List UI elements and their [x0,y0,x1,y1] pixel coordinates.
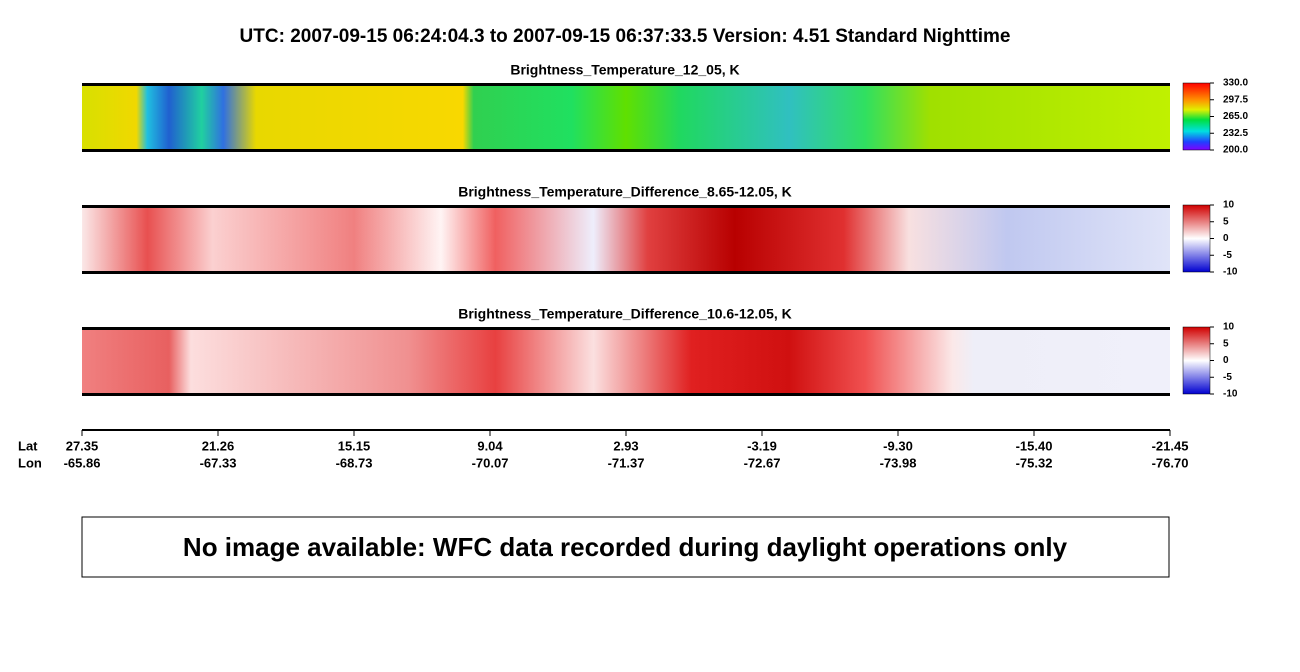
lat-tick-label: -15.40 [1016,438,1053,453]
panel-image [82,207,1170,272]
colorbar-tick-label: -5 [1223,250,1232,261]
lon-tick-label: -75.32 [1016,455,1053,470]
colorbar-tick-label: 265.0 [1223,111,1248,122]
lat-tick-label: 15.15 [338,438,371,453]
lon-tick-label: -68.73 [336,455,373,470]
colorbar-tick-label: -10 [1223,267,1238,278]
colorbar [1182,82,1211,151]
lat-tick-label: 2.93 [613,438,638,453]
panel-image [82,85,1170,150]
colorbar-tick-label: -5 [1223,372,1232,383]
notice-box [81,516,1170,578]
lon-tick-label: -65.86 [64,455,101,470]
colorbar-tick-label: -10 [1223,389,1238,400]
colorbar-tick-label: 232.5 [1223,128,1248,139]
lat-tick-label: -21.45 [1152,438,1189,453]
lon-label: Lon [18,455,42,470]
colorbar [1182,326,1211,395]
colorbar-tick-label: 0 [1223,355,1229,366]
colorbar-tick-label: 5 [1223,216,1229,227]
panel-edge [82,149,1170,152]
lon-tick-label: -71.37 [608,455,645,470]
panel-title: Brightness_Temperature_Difference_8.65-1… [458,184,792,200]
panel-image [82,329,1170,394]
lat-tick-label: -9.30 [883,438,913,453]
panel-edge [82,205,1170,208]
colorbar-tick-label: 10 [1223,322,1235,333]
lat-tick-label: 9.04 [477,438,503,453]
lat-tick-label: 27.35 [66,438,99,453]
lat-tick-label: -3.19 [747,438,777,453]
lon-tick-label: -70.07 [472,455,509,470]
lon-tick-label: -73.98 [880,455,917,470]
panel-edge [82,327,1170,330]
colorbar-tick-label: 200.0 [1223,145,1248,156]
lon-tick-label: -76.70 [1152,455,1189,470]
notice: No image available: WFC data recorded du… [183,532,1068,562]
title: UTC: 2007-09-15 06:24:04.3 to 2007-09-15… [240,26,1011,47]
colorbar-tick-label: 5 [1223,338,1229,349]
colorbar-tick-label: 330.0 [1223,78,1248,89]
colorbar [1182,204,1211,273]
panel-edge [82,271,1170,274]
lon-tick-label: -67.33 [200,455,237,470]
lat-label: Lat [18,438,38,453]
colorbar-tick-label: 297.5 [1223,94,1248,105]
panel-edge [82,83,1170,86]
panel-title: Brightness_Temperature_Difference_10.6-1… [458,306,792,322]
lon-tick-label: -72.67 [744,455,781,470]
colorbar-tick-label: 0 [1223,233,1229,244]
lat-tick-label: 21.26 [202,438,235,453]
panel-edge [82,393,1170,396]
colorbar-tick-label: 10 [1223,200,1235,211]
panel-title: Brightness_Temperature_12_05, K [510,62,739,78]
